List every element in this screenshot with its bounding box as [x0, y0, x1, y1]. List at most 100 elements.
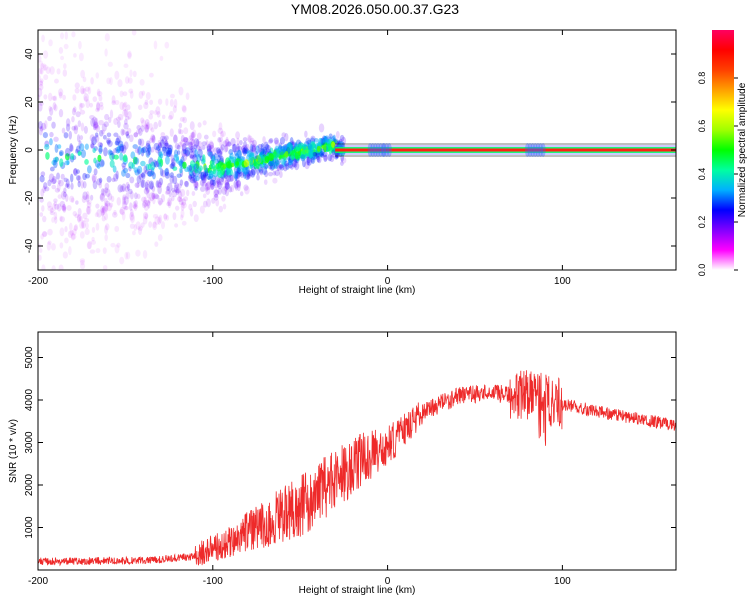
spectrogram-cell	[219, 146, 224, 155]
spectrogram-cell	[151, 192, 156, 200]
spectrogram-cell	[170, 195, 175, 202]
spectrogram-cell	[264, 170, 269, 178]
spectrogram-cell	[279, 170, 283, 179]
spectrogram-cell	[83, 93, 89, 103]
spectrogram-cell	[128, 134, 134, 143]
spectrogram-cell	[158, 142, 162, 151]
spectrogram-cell	[327, 153, 333, 162]
spectrogram-cell	[190, 145, 194, 154]
spectrogram-cell	[235, 131, 241, 140]
y-tick-label: -20	[24, 190, 35, 205]
spectrogram-cell	[218, 176, 224, 186]
spectrogram-cell	[177, 183, 182, 189]
spectrogram-cell	[173, 98, 178, 109]
spectrogram-cell	[56, 203, 62, 212]
y-tick-label: 4000	[24, 388, 35, 411]
spectrogram-cell	[231, 143, 238, 153]
spectrogram-cell	[320, 137, 326, 146]
spectrogram-cell	[99, 142, 104, 148]
x-tick-label: 0	[385, 276, 391, 287]
spectrogram-cell	[153, 110, 158, 116]
spectrogram-cell	[142, 216, 148, 225]
spectrogram-cell	[154, 194, 160, 200]
spectrogram-cell	[44, 186, 50, 192]
spectrogram-cell	[208, 141, 215, 150]
spectrogram-cell	[136, 125, 142, 131]
spectrogram-cell	[163, 151, 169, 157]
spectrogram-cell	[193, 151, 197, 158]
y-tick-label: 1000	[24, 516, 35, 539]
spectrogram-cell	[193, 214, 199, 223]
spectrogram-cell	[153, 142, 160, 151]
spectrogram-cell	[180, 209, 185, 219]
colorbar-ticks: 0.0 0.2 0.4 0.6 0.8	[697, 72, 738, 276]
spectrogram-cell	[102, 247, 107, 254]
signal-band-core	[335, 148, 676, 152]
spectrogram-cell	[245, 165, 250, 175]
spectrogram-cell	[201, 141, 208, 146]
spectrogram-cell	[300, 154, 306, 162]
spectrogram-cell	[532, 143, 538, 157]
spectrogram-cell	[217, 181, 223, 190]
spectrogram-cell	[241, 147, 247, 154]
spectrogram-cell	[104, 33, 110, 42]
spectrogram-cell	[370, 143, 376, 157]
spectrogram-cell	[196, 153, 201, 163]
spectrogram-cell	[141, 201, 147, 209]
spectrogram-cell	[119, 185, 125, 193]
spectrogram-cell	[166, 201, 171, 207]
spectrogram-cell	[150, 127, 155, 133]
spectrogram-cell	[147, 168, 153, 177]
spectrogram-cell	[189, 121, 195, 131]
spectrogram-cell	[140, 179, 146, 189]
spectrogram-cell	[117, 120, 121, 128]
snr-axes: -200 -100 0 100 1000 2000 3000 4000 5000	[24, 332, 676, 587]
spectrogram-cell	[302, 158, 306, 168]
spectrogram-cell	[295, 152, 299, 160]
spectrogram-cell	[107, 61, 113, 67]
spectrogram-cell	[193, 163, 199, 172]
spectrogram-cell	[63, 132, 69, 139]
spectrogram-cell	[242, 137, 248, 142]
spectrogram-cell	[225, 144, 229, 152]
spectrogram-cell	[145, 149, 151, 158]
spectrogram-cell	[222, 163, 227, 170]
spectrogram-cell	[49, 166, 55, 172]
spectrogram-cell	[148, 113, 154, 120]
spectrogram-cell	[248, 170, 254, 177]
spectrogram-cell	[71, 233, 77, 240]
spectrogram-cell	[64, 31, 68, 40]
snr-panel: -200 -100 0 100 1000 2000 3000 4000 5000 Height …	[8, 331, 677, 596]
spectrogram-cell	[133, 223, 137, 232]
spectrogram-cell	[255, 145, 260, 155]
spectrogram-cell	[287, 161, 293, 169]
spectrogram-cell	[101, 129, 105, 135]
spectrogram-cell	[39, 60, 44, 69]
spectrogram-cell	[80, 180, 85, 189]
spectrogram-cell	[147, 163, 152, 171]
colorbar-tick-label: 0.4	[697, 168, 707, 181]
spectrogram-cell	[276, 158, 281, 165]
spectrogram-cell	[257, 144, 263, 149]
spectrogram-cell	[113, 209, 117, 216]
spectrogram-cell	[201, 144, 206, 150]
spectrogram-cell	[176, 150, 181, 155]
spectrogram-cell	[138, 90, 144, 99]
spectrogram-cell	[132, 201, 137, 209]
spectrogram-cell	[98, 148, 103, 153]
spectrogram-cell	[131, 30, 137, 36]
spectrogram-cell	[81, 195, 87, 204]
spectrogram-cell	[89, 134, 96, 142]
spectrogram-cell	[74, 224, 78, 231]
spectrogram-cell	[47, 179, 52, 187]
spectrogram-cell	[222, 140, 228, 148]
spectrogram-cell	[235, 179, 241, 188]
y-tick-label: 40	[24, 48, 35, 60]
spectrogram-cell	[279, 164, 285, 171]
spectrogram-cell	[84, 228, 90, 236]
spectrogram-cell	[186, 164, 192, 173]
spectrogram-cell	[160, 194, 165, 203]
spectrogram-cell	[121, 162, 127, 168]
spectrogram-cell	[310, 135, 316, 143]
spectrogram-cell	[98, 95, 103, 102]
